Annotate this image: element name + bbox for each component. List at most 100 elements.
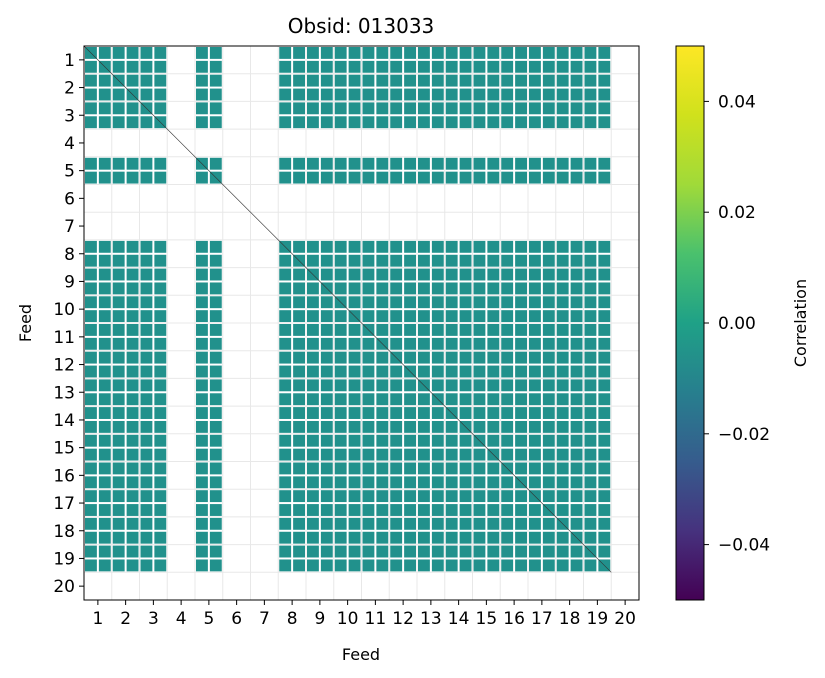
heatmap-subcell — [362, 351, 375, 364]
heatmap-subcell — [473, 157, 486, 170]
heatmap-subcell — [487, 379, 500, 392]
heatmap-cell — [390, 462, 416, 489]
heatmap-subcell — [140, 448, 153, 461]
heatmap-cell — [529, 47, 555, 73]
heatmap-cell — [196, 351, 222, 378]
heatmap-subcell — [487, 434, 500, 447]
heatmap-subcell — [307, 60, 319, 73]
heatmap-cell — [473, 74, 500, 101]
heatmap-subcell — [362, 74, 375, 87]
heatmap-cell — [584, 351, 611, 378]
heatmap-cell — [473, 296, 500, 323]
heatmap-subcell — [542, 60, 555, 73]
heatmap-subcell — [334, 393, 347, 406]
heatmap-subcell — [376, 102, 389, 115]
heatmap-subcell — [404, 324, 416, 336]
heatmap-subcell — [85, 240, 97, 253]
heatmap-subcell — [209, 504, 222, 516]
heatmap-subcell — [418, 531, 430, 544]
heatmap-subcell — [515, 365, 527, 378]
heatmap-subcell — [279, 296, 292, 309]
heatmap-subcell — [459, 102, 472, 115]
heatmap-cell — [584, 434, 611, 461]
heatmap-subcell — [85, 254, 97, 267]
heatmap-subcell — [570, 393, 583, 406]
x-tick-label: 4 — [176, 609, 187, 629]
heatmap-subcell — [570, 296, 583, 309]
heatmap-cell — [279, 379, 305, 406]
heatmap-subcell — [570, 310, 583, 323]
heatmap-subcell — [418, 240, 430, 253]
heatmap-subcell — [390, 116, 403, 129]
heatmap-subcell — [556, 116, 569, 129]
heatmap-subcell — [556, 240, 569, 253]
diagonal-line — [83, 45, 612, 573]
heatmap-subcell — [487, 74, 500, 87]
heatmap-subcell — [570, 351, 583, 364]
heatmap-subcell — [362, 476, 375, 489]
heatmap-subcell — [140, 254, 153, 267]
heatmap-subcell — [556, 351, 569, 364]
heatmap-subcell — [584, 282, 597, 295]
heatmap-subcell — [515, 448, 527, 461]
heatmap-subcell — [431, 504, 444, 516]
heatmap-cell — [307, 74, 333, 101]
heatmap-subcell — [418, 462, 430, 475]
heatmap-subcell — [85, 407, 97, 419]
heatmap-cell — [85, 351, 111, 378]
heatmap-subcell — [570, 171, 583, 184]
heatmap-cell — [529, 102, 555, 129]
heatmap-cell — [196, 296, 222, 323]
heatmap-subcell — [279, 324, 292, 336]
heatmap-subcell — [431, 282, 444, 295]
heatmap-subcell — [376, 157, 389, 170]
heatmap-subcell — [293, 157, 305, 170]
heatmap-subcell — [307, 559, 319, 572]
heatmap-subcell — [209, 324, 222, 336]
heatmap-subcell — [459, 545, 472, 558]
chart-title: Obsid: 013033 — [288, 14, 435, 38]
heatmap-subcell — [487, 60, 500, 73]
heatmap-cell — [307, 296, 333, 323]
heatmap-subcell — [515, 324, 527, 336]
heatmap-subcell — [126, 462, 139, 475]
heatmap-cell — [445, 434, 472, 461]
heatmap-subcell — [196, 504, 208, 516]
heatmap-subcell — [418, 559, 430, 572]
heatmap-subcell — [515, 102, 527, 115]
heatmap-subcell — [515, 420, 527, 433]
heatmap-subcell — [542, 351, 555, 364]
heatmap-subcell — [584, 379, 597, 392]
heatmap-subcell — [112, 171, 125, 184]
heatmap-subcell — [209, 420, 222, 433]
heatmap-subcell — [584, 116, 597, 129]
heatmap-subcell — [112, 60, 125, 73]
heatmap-subcell — [126, 448, 139, 461]
heatmap-subcell — [418, 116, 430, 129]
heatmap-subcell — [515, 268, 527, 281]
heatmap-subcell — [293, 517, 305, 530]
y-tick-label: 1 — [64, 51, 75, 71]
heatmap-subcell — [542, 116, 555, 129]
heatmap-subcell — [542, 490, 555, 503]
heatmap-subcell — [487, 351, 500, 364]
heatmap-cell — [140, 240, 167, 267]
heatmap-subcell — [556, 407, 569, 419]
heatmap-subcell — [515, 116, 527, 129]
heatmap-cell — [390, 545, 416, 572]
heatmap-subcell — [279, 420, 292, 433]
heatmap-subcell — [390, 365, 403, 378]
heatmap-subcell — [362, 462, 375, 475]
heatmap-subcell — [542, 434, 555, 447]
heatmap-cell — [85, 268, 111, 295]
y-tick-label: 4 — [64, 134, 75, 154]
heatmap-subcell — [501, 490, 514, 503]
heatmap-subcell — [293, 531, 305, 544]
heatmap-subcell — [362, 47, 375, 59]
heatmap-subcell — [126, 157, 139, 170]
y-tick-label: 7 — [64, 217, 75, 237]
heatmap-cell — [112, 47, 139, 73]
heatmap-subcell — [473, 476, 486, 489]
heatmap-cell — [112, 434, 139, 461]
heatmap-subcell — [404, 476, 416, 489]
